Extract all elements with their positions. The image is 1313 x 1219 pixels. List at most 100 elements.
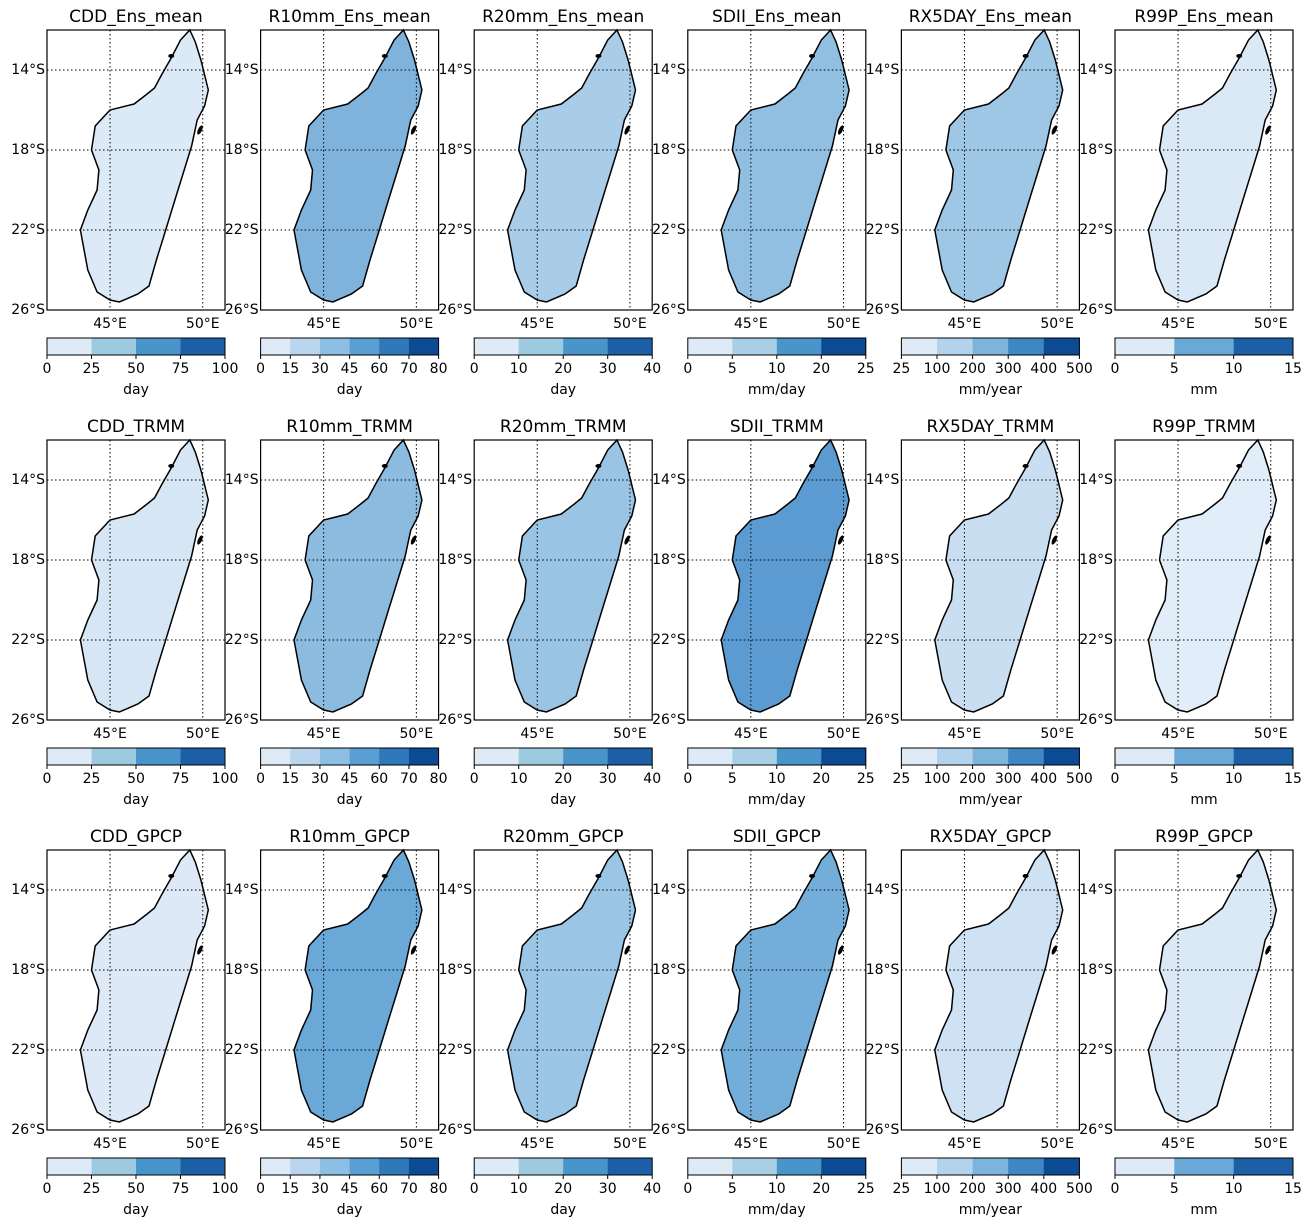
lat-tick-label: 18°S	[652, 552, 686, 568]
island	[410, 125, 417, 135]
map-panel: R20mm_Ens_mean 14°S 18°S 22°S 26°S 45°E 50°E 0 1…	[438, 7, 661, 398]
island	[381, 54, 388, 58]
lon-tick-label: 50°E	[1254, 1136, 1288, 1152]
island	[381, 874, 388, 878]
map-panel: R10mm_Ens_mean 14°S 18°S 22°S 26°S 45°E 50°E 0 1…	[225, 7, 448, 398]
colorbar-tick-label: 15	[1284, 1181, 1302, 1197]
colorbar-frame	[900, 1157, 1080, 1176]
island	[837, 535, 844, 545]
colorbar-segment	[732, 1158, 778, 1175]
island	[1022, 874, 1029, 878]
colorbar-segment	[607, 748, 653, 765]
lon-tick-label: 50°E	[400, 316, 434, 332]
lon-tick-label: 50°E	[186, 316, 220, 332]
island	[837, 945, 844, 955]
lat-tick-label: 26°S	[11, 1122, 45, 1138]
colorbar-frame	[1114, 747, 1294, 766]
map-panel: SDII_Ens_mean 14°S 18°S 22°S 26°S 45°E 50°E 0 5 1…	[652, 7, 875, 398]
lat-tick-label: 26°S	[866, 712, 900, 728]
lon-tick-label: 50°E	[186, 1136, 220, 1152]
colorbar-tick-label: 40	[643, 361, 661, 377]
colorbar-tick-label: 45	[341, 361, 359, 377]
land-field	[506, 28, 637, 303]
lat-tick-label: 18°S	[225, 962, 259, 978]
colorbar-segment	[732, 338, 778, 355]
colorbar-tick-label: 100	[924, 1181, 951, 1197]
colorbar-segment	[687, 748, 733, 765]
colorbar-segment	[408, 1158, 439, 1175]
colorbar-segment	[180, 1158, 226, 1175]
lat-tick-label: 18°S	[1079, 552, 1113, 568]
panel-title: R10mm_TRMM	[286, 417, 413, 437]
land-field	[720, 848, 850, 1123]
land-field	[506, 848, 637, 1123]
colorbar-segment	[821, 338, 867, 355]
colorbar-segment	[91, 338, 137, 355]
lat-tick-label: 22°S	[1079, 1042, 1113, 1058]
lat-tick-label: 14°S	[866, 62, 900, 78]
lat-tick-label: 18°S	[1079, 962, 1113, 978]
lat-tick-label: 26°S	[866, 1122, 900, 1138]
colorbar-tick-label: 30	[599, 771, 617, 787]
island	[1236, 54, 1243, 58]
island	[595, 874, 602, 878]
lat-tick-label: 14°S	[866, 472, 900, 488]
land-field	[934, 848, 1064, 1123]
map-panel: CDD_Ens_mean 14°S 18°S 22°S 26°S 45°E 50°E 0 25 5…	[11, 7, 238, 398]
colorbar-tick-label: 45	[341, 771, 359, 787]
colorbar-segment	[518, 1158, 564, 1175]
colorbar-segment	[972, 748, 1009, 765]
colorbar-segment	[776, 1158, 822, 1175]
colorbar-segment	[687, 338, 733, 355]
lat-tick-label: 26°S	[1079, 712, 1113, 728]
lon-tick-label: 45°E	[520, 1136, 554, 1152]
colorbar-tick-label: 60	[370, 771, 388, 787]
colorbar-segment	[1233, 338, 1294, 355]
colorbar-tick-label: 0	[43, 361, 52, 377]
map-panel: R10mm_TRMM 14°S 18°S 22°S 26°S 45°E 50°E 0 15 30 4…	[225, 417, 448, 808]
lat-tick-label: 14°S	[225, 472, 259, 488]
colorbar-tick-label: 20	[554, 361, 572, 377]
lat-tick-label: 26°S	[438, 1122, 472, 1138]
land-field	[934, 438, 1064, 713]
colorbar-segment	[972, 338, 1009, 355]
colorbar-segment	[319, 748, 350, 765]
lat-tick-label: 22°S	[652, 222, 686, 238]
lon-tick-label: 45°E	[948, 316, 982, 332]
lat-tick-label: 26°S	[225, 1122, 259, 1138]
colorbar-tick-label: 25	[83, 1181, 101, 1197]
colorbar-tick-label: 10	[510, 1181, 528, 1197]
island	[1051, 125, 1058, 135]
colorbar-tick-label: 50	[127, 1181, 145, 1197]
land-field	[934, 28, 1064, 303]
panel-title: RX5DAY_TRMM	[927, 417, 1055, 437]
colorbar-segment	[1043, 338, 1080, 355]
colorbar-segment	[474, 338, 519, 355]
colorbar-segment	[1043, 748, 1080, 765]
colorbar-tick-label: 30	[311, 1181, 329, 1197]
lon-tick-label: 45°E	[93, 726, 127, 742]
lat-tick-label: 14°S	[438, 472, 472, 488]
island	[1265, 535, 1271, 545]
colorbar-unit: mm/day	[748, 1202, 806, 1218]
colorbar-tick-label: 30	[311, 771, 329, 787]
colorbar-segment	[91, 748, 137, 765]
colorbar-segment	[349, 1158, 380, 1175]
colorbar-segment	[1115, 1158, 1175, 1175]
colorbar-tick-label: 300	[995, 361, 1022, 377]
colorbar-tick-label: 25	[83, 771, 101, 787]
colorbar-tick-label: 10	[768, 771, 786, 787]
lon-tick-label: 45°E	[734, 1136, 768, 1152]
lat-tick-label: 22°S	[225, 1042, 259, 1058]
lat-tick-label: 18°S	[1079, 142, 1113, 158]
colorbar-tick-label: 0	[256, 1181, 265, 1197]
colorbar-tick-label: 15	[1284, 771, 1302, 787]
colorbar-tick-label: 10	[1225, 1181, 1243, 1197]
colorbar-tick-label: 5	[728, 771, 737, 787]
land-field	[506, 438, 637, 713]
colorbar-segment	[1233, 748, 1294, 765]
island	[197, 125, 203, 135]
colorbar-tick-label: 20	[812, 1181, 830, 1197]
lon-tick-label: 50°E	[1040, 1136, 1074, 1152]
colorbar-segment	[91, 1158, 137, 1175]
